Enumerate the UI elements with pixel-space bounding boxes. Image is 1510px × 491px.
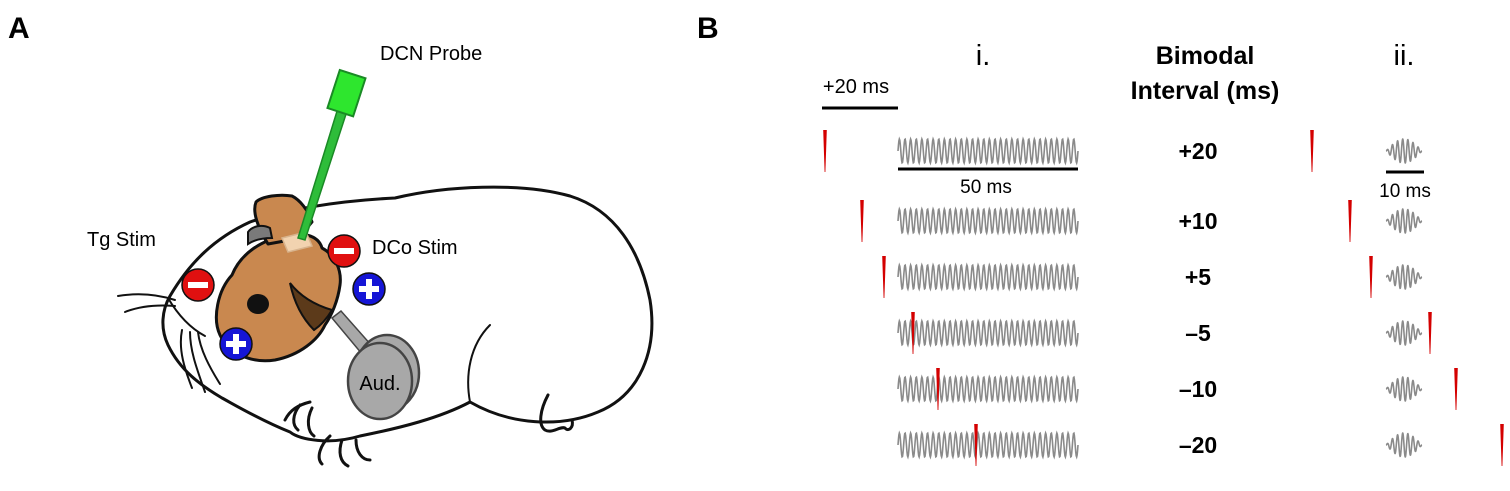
long-waveform: [897, 374, 1079, 404]
dcn-probe: [297, 68, 367, 241]
short-waveform: [1385, 320, 1423, 346]
dco-minus-electrode: [327, 234, 361, 268]
column-ii-spike: [1454, 368, 1458, 410]
front-paw-1: [283, 400, 316, 438]
probe-label: DCN Probe: [380, 43, 482, 65]
eye: [247, 294, 269, 314]
interval-heading-line1: Bimodal: [1156, 42, 1255, 70]
short-waveform: [1385, 376, 1423, 402]
front-paw-2: [317, 434, 372, 468]
short-waveform: [1385, 138, 1423, 164]
column-ii-spike: [1428, 312, 1432, 354]
leg-contour: [467, 324, 491, 403]
interval-label: +20: [1178, 138, 1217, 164]
auditory-speaker: [330, 309, 421, 421]
interval-row: +10: [860, 200, 1423, 242]
column-i-spike: [911, 312, 915, 354]
interval-row: +20: [823, 130, 1423, 172]
interval-label: –10: [1179, 376, 1217, 402]
column-i-spike: [860, 200, 864, 242]
back-paw: [539, 393, 574, 433]
tg-stim-label: Tg Stim: [87, 229, 156, 251]
panel-letter-b: B: [697, 12, 719, 45]
interval-label: +5: [1185, 264, 1211, 290]
column-ii-spike: [1369, 256, 1373, 298]
tg-minus-electrode: [181, 268, 215, 302]
interval-label: –5: [1185, 320, 1211, 346]
cheek-dark: [289, 282, 334, 332]
column-i-spike: [823, 130, 827, 172]
column-i-heading: i.: [976, 40, 991, 72]
top-scale-label: +20 ms: [823, 76, 889, 98]
dco-plus-electrode: [352, 272, 386, 306]
long-scale-label: 50 ms: [960, 177, 1012, 198]
interval-heading-line2: Interval (ms): [1131, 77, 1280, 105]
interval-rows: +20 +10 +5 –5 –10 –20: [823, 130, 1504, 466]
column-ii-spike: [1500, 424, 1504, 466]
column-ii-spike: [1348, 200, 1352, 242]
guinea-pig-diagram: DCN Probe Tg Stim DCo Stim Aud.: [87, 43, 654, 468]
tg-plus-electrode: [219, 327, 253, 361]
long-waveform: [897, 430, 1079, 460]
ear-shade: [247, 224, 274, 246]
interval-label: –20: [1179, 432, 1217, 458]
interval-row: –10: [897, 368, 1458, 410]
aud-label: Aud.: [359, 373, 400, 395]
long-waveform: [897, 206, 1079, 236]
interval-row: –5: [897, 312, 1432, 354]
snout-line: [167, 297, 206, 337]
whiskers: [117, 293, 221, 393]
column-ii-heading: ii.: [1394, 40, 1415, 72]
column-ii-spike: [1310, 130, 1314, 172]
interval-row: –20: [897, 424, 1504, 466]
long-waveform: [897, 262, 1079, 292]
column-i-spike: [936, 368, 940, 410]
dco-stim-label: DCo Stim: [372, 237, 458, 259]
short-waveform: [1385, 264, 1423, 290]
short-waveform: [1385, 208, 1423, 234]
long-waveform: [897, 318, 1079, 348]
short-scale-label: 10 ms: [1379, 181, 1431, 202]
short-waveform: [1385, 432, 1423, 458]
column-i-spike: [882, 256, 886, 298]
interval-row: +5: [882, 256, 1423, 298]
panel-letter-a: A: [8, 12, 30, 45]
interval-label: +10: [1178, 208, 1217, 234]
column-i-spike: [974, 424, 978, 466]
long-waveform: [897, 136, 1079, 166]
